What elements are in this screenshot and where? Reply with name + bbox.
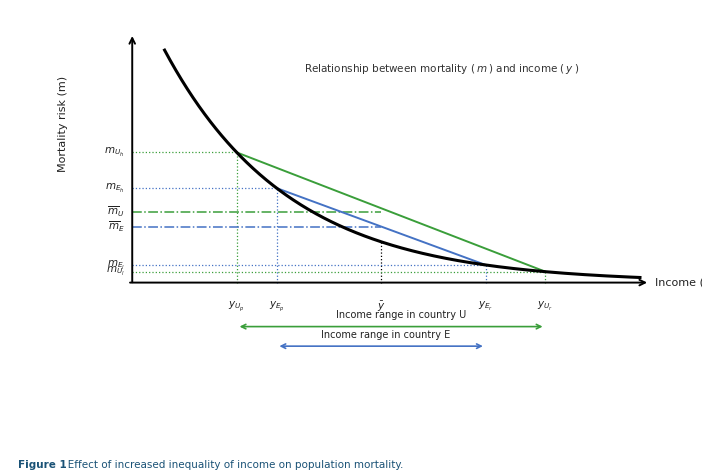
Text: Effect of increased inequality of income on population mortality.: Effect of increased inequality of income…	[58, 460, 404, 470]
Text: Income range in country U: Income range in country U	[336, 311, 466, 320]
Text: $y_{E_p}$: $y_{E_p}$	[269, 300, 284, 314]
Text: $\overline{m}_E$: $\overline{m}_E$	[108, 219, 125, 234]
Text: $\bar{y}$: $\bar{y}$	[377, 300, 385, 314]
Text: $y_{U_p}$: $y_{U_p}$	[228, 300, 245, 314]
Text: Figure 1: Figure 1	[18, 460, 66, 470]
Text: $m_{U_h}$: $m_{U_h}$	[105, 146, 125, 159]
Text: Income range in country E: Income range in country E	[322, 330, 451, 340]
Text: $m_{E_h}$: $m_{E_h}$	[105, 182, 125, 194]
Text: $m_{E_l}$: $m_{E_l}$	[107, 259, 125, 271]
Text: $y_{E_r}$: $y_{E_r}$	[478, 300, 494, 313]
Text: $y_{U_r}$: $y_{U_r}$	[537, 300, 553, 313]
Text: $\overline{m}_U$: $\overline{m}_U$	[107, 205, 125, 219]
Text: Relationship between mortality ( $m$ ) and income ( $y$ ): Relationship between mortality ( $m$ ) a…	[304, 62, 579, 76]
Text: $m_{U_l}$: $m_{U_l}$	[106, 265, 125, 278]
Text: Income (y): Income (y)	[655, 278, 702, 287]
Text: Mortality risk (m): Mortality risk (m)	[58, 76, 68, 171]
